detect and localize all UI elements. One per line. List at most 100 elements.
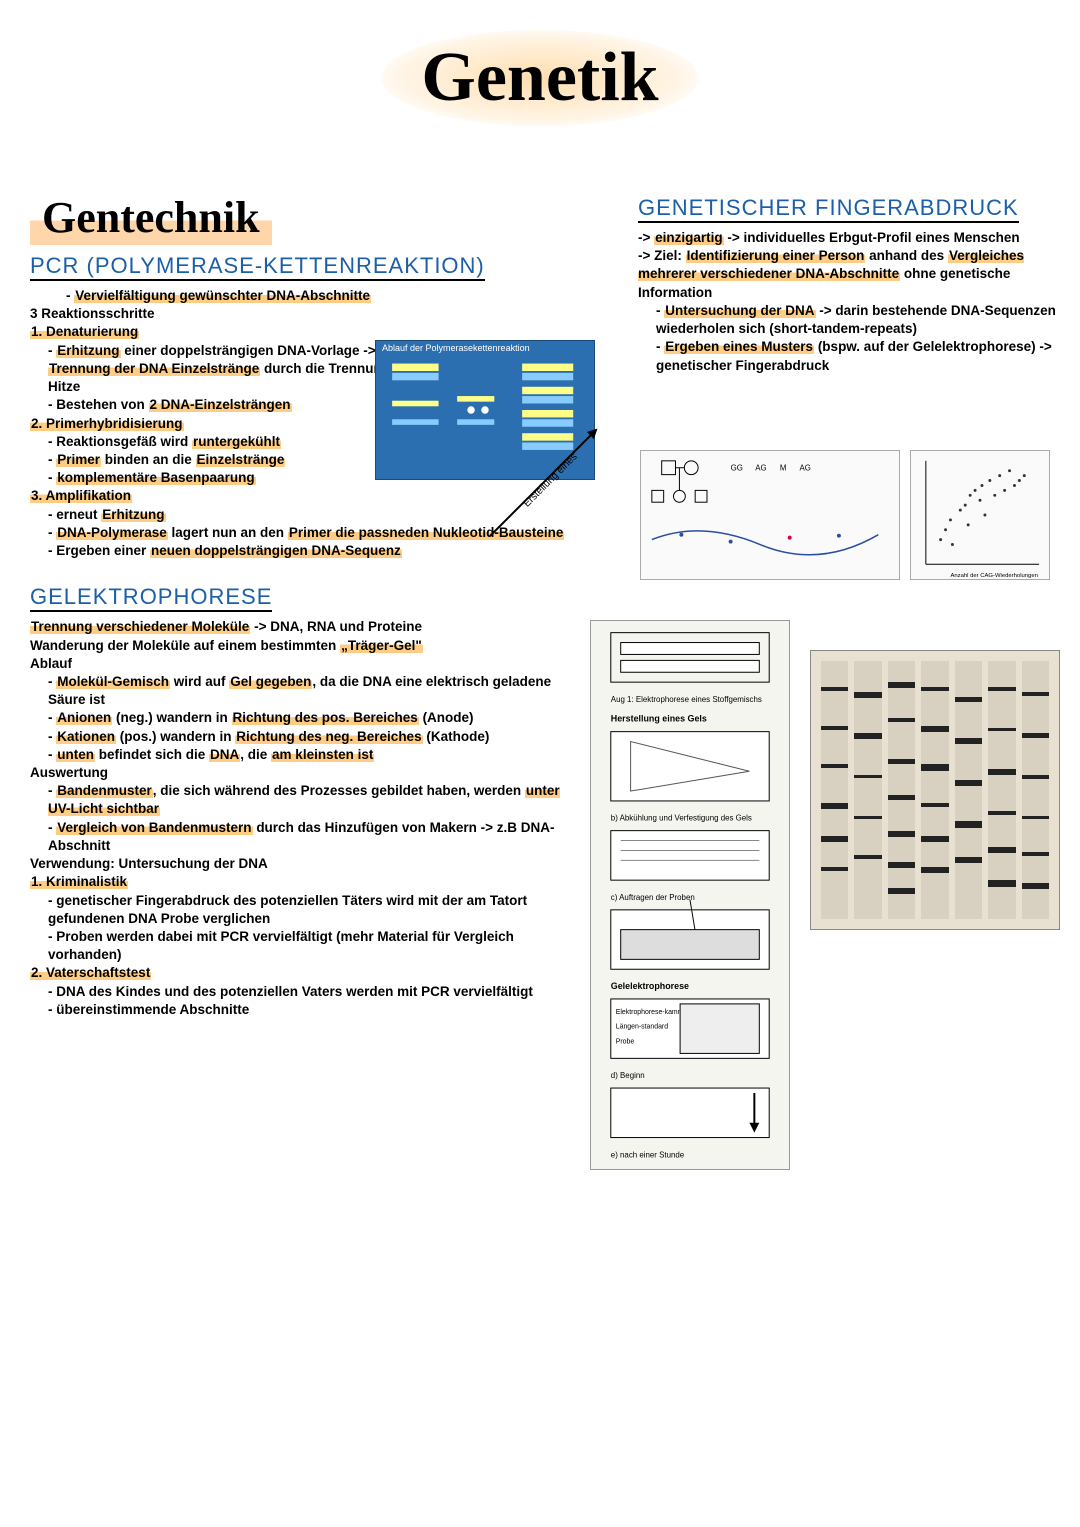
- svg-text:c) Auftragen der Proben: c) Auftragen der Proben: [611, 893, 695, 902]
- section-title: Gentechnik: [30, 190, 272, 245]
- fp-l3: - Untersuchung der DNA -> darin bestehen…: [638, 302, 1058, 338]
- gel-b2: - Vergleich von Bandenmustern durch das …: [30, 819, 570, 855]
- gel-band: [921, 687, 948, 691]
- gel-band: [854, 692, 881, 699]
- gel-band: [888, 795, 915, 800]
- gel-lane: [854, 661, 881, 919]
- pcr-diagram-caption: Ablauf der Polymerasekettenreaktion: [382, 343, 530, 353]
- pcr-step3-line2: - DNA-Polymerase lagert nun an den Prime…: [30, 524, 570, 542]
- gel-a3: - Kationen (pos.) wandern in Richtung de…: [30, 728, 570, 746]
- pcr-step1-title: 1. Denaturierung: [30, 323, 570, 341]
- left-column: Gentechnik PCR (POLYMERASE-KETTENREAKTIO…: [30, 190, 570, 1019]
- gel-heading: GELEKTROPHORESE: [30, 584, 272, 612]
- svg-text:Aug 1: Elektrophorese eines St: Aug 1: Elektrophorese eines Stoffgemisch…: [611, 695, 762, 704]
- gel-band: [821, 726, 848, 731]
- gel-k2: Proben werden dabei mit PCR vervielfälti…: [30, 928, 570, 964]
- pcr-diagram-svg: [380, 345, 590, 475]
- svg-text:Längen-standard: Längen-standard: [616, 1024, 668, 1031]
- svg-text:Elektrophorese-kammer: Elektrophorese-kammer: [616, 1009, 691, 1016]
- gel-band: [888, 888, 915, 894]
- gel-band: [888, 831, 915, 837]
- gel-k1: genetischer Fingerabdruck des potenziell…: [30, 892, 570, 928]
- gel-band: [988, 880, 1015, 887]
- gel-band: [955, 697, 982, 702]
- gel-a1: - Molekül-Gemisch wird auf Gel gegeben, …: [30, 673, 570, 709]
- gel-lane: [921, 661, 948, 919]
- svg-text:Anzahl der CAG-Wiederholungen: Anzahl der CAG-Wiederholungen: [950, 573, 1037, 579]
- gel-band: [888, 718, 915, 722]
- gel-v-title: 2. Vaterschaftstest: [30, 964, 570, 982]
- gel-band: [821, 867, 848, 871]
- scatter-plot: Anzahl der CAG-Wiederholungen: [910, 450, 1050, 580]
- gel-band: [921, 836, 948, 841]
- gel-lane: [955, 661, 982, 919]
- gel-band: [888, 862, 915, 868]
- gel-band: [921, 726, 948, 732]
- svg-text:M: M: [780, 464, 787, 473]
- gel-band: [821, 803, 848, 809]
- gel-band: [955, 821, 982, 828]
- gel-band: [888, 759, 915, 764]
- gel-band: [1022, 692, 1049, 696]
- gel-band: [955, 780, 982, 786]
- gel-band: [921, 803, 948, 807]
- gel-ablauf: Ablauf: [30, 655, 570, 673]
- gel-lane: [888, 661, 915, 919]
- gel-ausw: Auswertung: [30, 764, 570, 782]
- gel-a4: - unten befindet sich die DNA, die am kl…: [30, 746, 570, 764]
- svg-text:e) nach einer Stunde: e) nach einer Stunde: [611, 1150, 685, 1159]
- page-title: Genetik: [381, 30, 698, 126]
- gel-band: [988, 811, 1015, 815]
- pcr-heading: PCR (POLYMERASE-KETTENREAKTION): [30, 253, 485, 281]
- gel-setup-diagram: Aug 1: Elektrophorese eines Stoffgemisch…: [590, 620, 790, 1170]
- svg-text:AG: AG: [755, 464, 766, 473]
- gel-k-title: 1. Kriminalistik: [30, 873, 570, 891]
- gel-band: [1022, 733, 1049, 738]
- gel-band: [821, 687, 848, 691]
- gel-band: [1022, 852, 1049, 856]
- pcr-intro: Vervielfältigung gewünschter DNA-Abschni…: [30, 287, 570, 305]
- gel-band: [988, 687, 1015, 691]
- gel-band: [988, 728, 1015, 731]
- right-column: GENETISCHER FINGERABDRUCK -> einzigartig…: [638, 195, 1058, 375]
- svg-text:b) Abkühlung und Verfestigung: b) Abkühlung und Verfestigung des Gels: [611, 814, 752, 823]
- fp-l2: -> Ziel: Identifizierung einer Person an…: [638, 247, 1058, 302]
- gel-verw: Verwendung: Untersuchung der DNA: [30, 855, 570, 873]
- gel-band: [921, 867, 948, 873]
- gel-line2: Wanderung der Moleküle auf einem bestimm…: [30, 637, 570, 655]
- gel-band: [854, 855, 881, 860]
- gel-band: [921, 764, 948, 771]
- gel-band: [1022, 816, 1049, 819]
- gel-band: [854, 816, 881, 819]
- svg-text:d) Beginn: d) Beginn: [611, 1071, 645, 1080]
- fp-heading: GENETISCHER FINGERABDRUCK: [638, 195, 1019, 223]
- pedigree-diagram: GG AG M AG: [640, 450, 900, 580]
- gel-band: [854, 733, 881, 739]
- gel-band: [888, 682, 915, 689]
- gel-lanes-diagram: [810, 650, 1060, 930]
- pcr-step3-line3: - Ergeben einer neuen doppelsträngigen D…: [30, 542, 570, 560]
- gel-band: [955, 738, 982, 743]
- gel-v1: DNA des Kindes und des potenziellen Vate…: [30, 983, 570, 1001]
- fp-l4: - Ergeben eines Musters (bspw. auf der G…: [638, 338, 1058, 374]
- gel-lane: [988, 661, 1015, 919]
- gel-band: [1022, 775, 1049, 780]
- pcr-step3-line1: - erneut Erhitzung: [30, 506, 570, 524]
- gel-a2: - Anionen (neg.) wandern in Richtung des…: [30, 709, 570, 727]
- gel-band: [854, 775, 881, 779]
- svg-text:Gelelektrophorese: Gelelektrophorese: [611, 981, 689, 991]
- svg-text:AG: AG: [800, 464, 811, 473]
- gel-band: [955, 857, 982, 863]
- svg-text:Probe: Probe: [616, 1039, 635, 1046]
- gel-lane: [1022, 661, 1049, 919]
- gel-band: [821, 764, 848, 768]
- svg-text:GG: GG: [731, 464, 743, 473]
- gel-band: [988, 847, 1015, 854]
- gel-band: [988, 769, 1015, 775]
- svg-text:Herstellung eines Gels: Herstellung eines Gels: [611, 714, 707, 724]
- gel-b1: - Bandenmuster, die sich während des Pro…: [30, 782, 570, 818]
- gel-band: [821, 836, 848, 841]
- gel-lane: [821, 661, 848, 919]
- fp-l1: -> einzigartig -> individuelles Erbgut-P…: [638, 229, 1058, 247]
- gel-v2: übereinstimmende Abschnitte: [30, 1001, 570, 1019]
